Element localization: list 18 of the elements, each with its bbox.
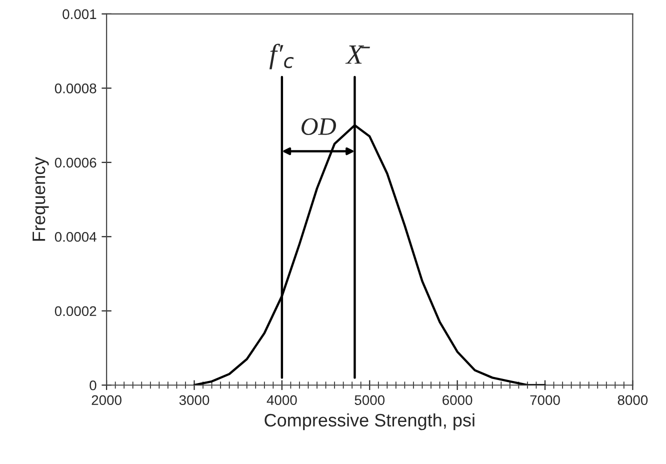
x-tick-label: 5000 — [354, 395, 385, 406]
y-tick-label: 0 — [90, 380, 96, 390]
x-axis-title: Compressive Strength, psi — [264, 413, 474, 430]
ref-line-label: f′$_{c}$ — [269, 44, 294, 70]
y-tick-label: 0.0006 — [54, 158, 96, 168]
ref-line-label: X̄ — [345, 45, 370, 64]
annotation: OD — [302, 118, 336, 136]
x-tick-label: 6000 — [442, 395, 472, 406]
y-tick-label: 0.0002 — [54, 306, 96, 316]
y-tick-label: 0.0004 — [54, 232, 96, 242]
x-tick-label: 3000 — [179, 395, 210, 406]
y-axis-title: Frequency — [32, 156, 49, 241]
y-tick-label: 0.0008 — [54, 83, 96, 94]
y-tick-label: 0.001 — [62, 9, 96, 20]
x-tick-label: 8000 — [618, 395, 648, 406]
x-tick-label: 4000 — [266, 395, 297, 406]
x-tick-label: 7000 — [530, 395, 560, 406]
x-tick-label: 2000 — [92, 395, 122, 406]
